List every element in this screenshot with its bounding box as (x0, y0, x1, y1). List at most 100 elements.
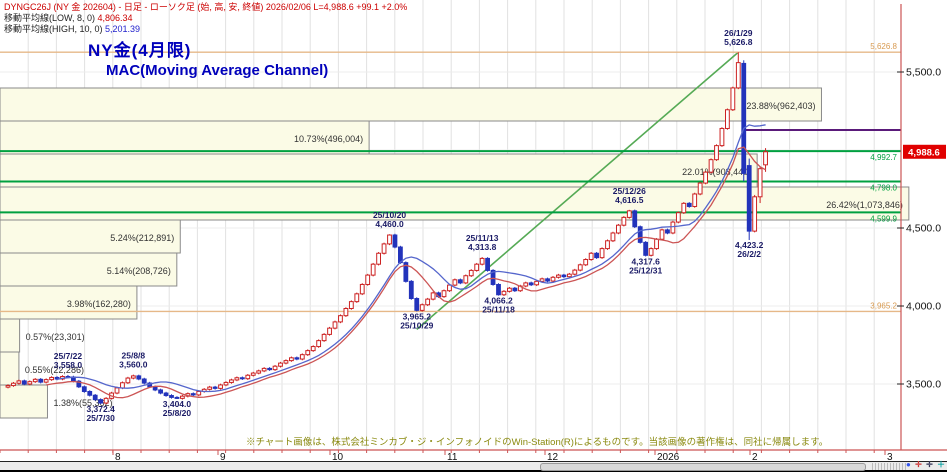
swing-annotation: 25/12/26 (613, 186, 646, 196)
candle-body (485, 257, 491, 271)
x-axis-label: 9 (220, 452, 226, 461)
candle-body (550, 276, 556, 282)
candle-body (626, 210, 632, 218)
volume-profile-label: 23.88%(962,403) (746, 101, 815, 111)
candle-body (512, 287, 518, 292)
instrument-info: DYNGC26J (NY 金 202604) - 日足 - ローソク足 (始, … (4, 2, 408, 12)
candle-body (501, 290, 507, 296)
price-level-label: 4,992.7 (870, 153, 897, 162)
horizontal-scrollbar[interactable]: ● ✛ ✛ ＋ (0, 460, 947, 472)
candle-body (599, 248, 605, 259)
candle-body (566, 273, 572, 278)
candle-body (38, 378, 44, 383)
chart-header: DYNGC26J (NY 金 202604) - 日足 - ローソク足 (始, … (4, 2, 407, 35)
candle-body (741, 62, 747, 174)
candle-body (735, 62, 741, 89)
marker-dot-icon[interactable]: ● (906, 460, 911, 469)
candle-body (283, 360, 289, 364)
candle-body (387, 234, 392, 245)
swing-annotation: 25/8/20 (163, 408, 192, 418)
price-level-label: 3,965.2 (870, 301, 897, 310)
moving-average-line (56, 124, 766, 393)
candle-body (463, 275, 469, 284)
candle-body (92, 394, 98, 401)
candle-body (21, 380, 27, 385)
candle-body (730, 87, 736, 111)
candle-body (11, 382, 16, 387)
candle-body (103, 397, 109, 404)
x-axis-label: 2 (752, 452, 758, 461)
candle-body (425, 298, 431, 306)
candle-body (697, 182, 703, 195)
swing-annotation: 4,616.5 (615, 195, 644, 205)
swing-annotation: 4,317.6 (631, 256, 660, 266)
zoom-range-in-icon[interactable]: ✛ (926, 460, 933, 469)
candle-body (588, 252, 594, 261)
candle-body (136, 375, 142, 380)
candle-body (637, 226, 643, 243)
y-axis-label: 4,500.0 (906, 223, 941, 235)
price-level-label: 4,599.9 (870, 214, 897, 223)
candle-body (365, 274, 371, 285)
volume-profile-label: 3.98%(162,280) (67, 299, 131, 309)
candle-body (354, 293, 360, 303)
x-axis-label: 10 (332, 452, 344, 461)
zoom-range-out-icon[interactable]: ✛ (915, 460, 922, 469)
candle-body (256, 370, 262, 374)
candle-body (528, 282, 534, 286)
candle-body (643, 241, 649, 256)
current-price-value: 4,988.6 (908, 147, 940, 158)
candle-body (376, 252, 382, 265)
candle-body (708, 159, 714, 173)
swing-annotation: 5,626.8 (724, 37, 753, 47)
candle-body (408, 280, 414, 300)
swing-annotation: 3,965.2 (403, 311, 432, 321)
ma-low-value: 4,806.34 (97, 13, 133, 23)
candle-body (610, 232, 616, 242)
candle-body (310, 346, 316, 352)
candle-body (114, 387, 120, 394)
candle-body (605, 240, 610, 250)
candle-body (120, 382, 125, 389)
candle-body (719, 127, 725, 147)
candle-body (632, 210, 638, 228)
candle-body (714, 145, 719, 161)
candle-body (54, 376, 60, 380)
volume-profile-label: 0.57%(23,301) (26, 332, 85, 342)
candle-body (327, 327, 332, 335)
x-axis-label: 11 (447, 452, 458, 461)
candle-body (725, 109, 730, 129)
candle-body (414, 298, 420, 311)
y-axis-label: 3,500.0 (906, 379, 941, 391)
trendline (416, 51, 739, 331)
candle-body (523, 282, 529, 287)
x-axis-label: 2026 (657, 452, 680, 461)
candle-body (398, 246, 403, 264)
candle-body (49, 376, 55, 381)
candle-body (616, 224, 621, 234)
candle-body (316, 340, 322, 348)
candle-body (332, 321, 338, 329)
candle-body (686, 202, 692, 207)
scrollbar-thumb[interactable] (540, 463, 866, 471)
candle-body (152, 386, 158, 391)
candle-body (577, 264, 583, 271)
moving-average-line (45, 146, 766, 399)
candle-body (654, 238, 659, 250)
candle-body (441, 290, 447, 298)
candle-body (703, 171, 709, 184)
candle-body (196, 390, 202, 396)
volume-profile-label: 10.73%(496,004) (294, 134, 363, 144)
candle-body (621, 216, 627, 226)
candle-body (190, 393, 196, 396)
volume-profile-bar (0, 252, 178, 287)
candle-body (32, 378, 38, 383)
swing-annotation: 25/12/31 (629, 265, 662, 275)
zoom-in-icon[interactable]: ＋ (937, 460, 945, 469)
candle-body (27, 381, 33, 385)
candle-body (158, 389, 163, 394)
candle-body (692, 193, 698, 207)
x-axis-label: 8 (115, 452, 121, 461)
ma-low-legend: 移動平均線(LOW, 8, 0) 4,806.34 (4, 13, 133, 23)
candle-body (452, 279, 458, 286)
